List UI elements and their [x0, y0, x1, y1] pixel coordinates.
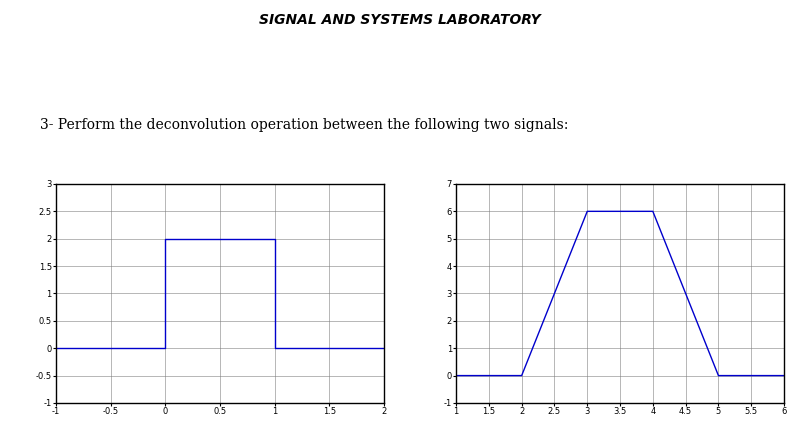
Text: SIGNAL AND SYSTEMS LABORATORY: SIGNAL AND SYSTEMS LABORATORY: [259, 13, 541, 27]
Text: 3- Perform the deconvolution operation between the following two signals:: 3- Perform the deconvolution operation b…: [40, 118, 568, 132]
